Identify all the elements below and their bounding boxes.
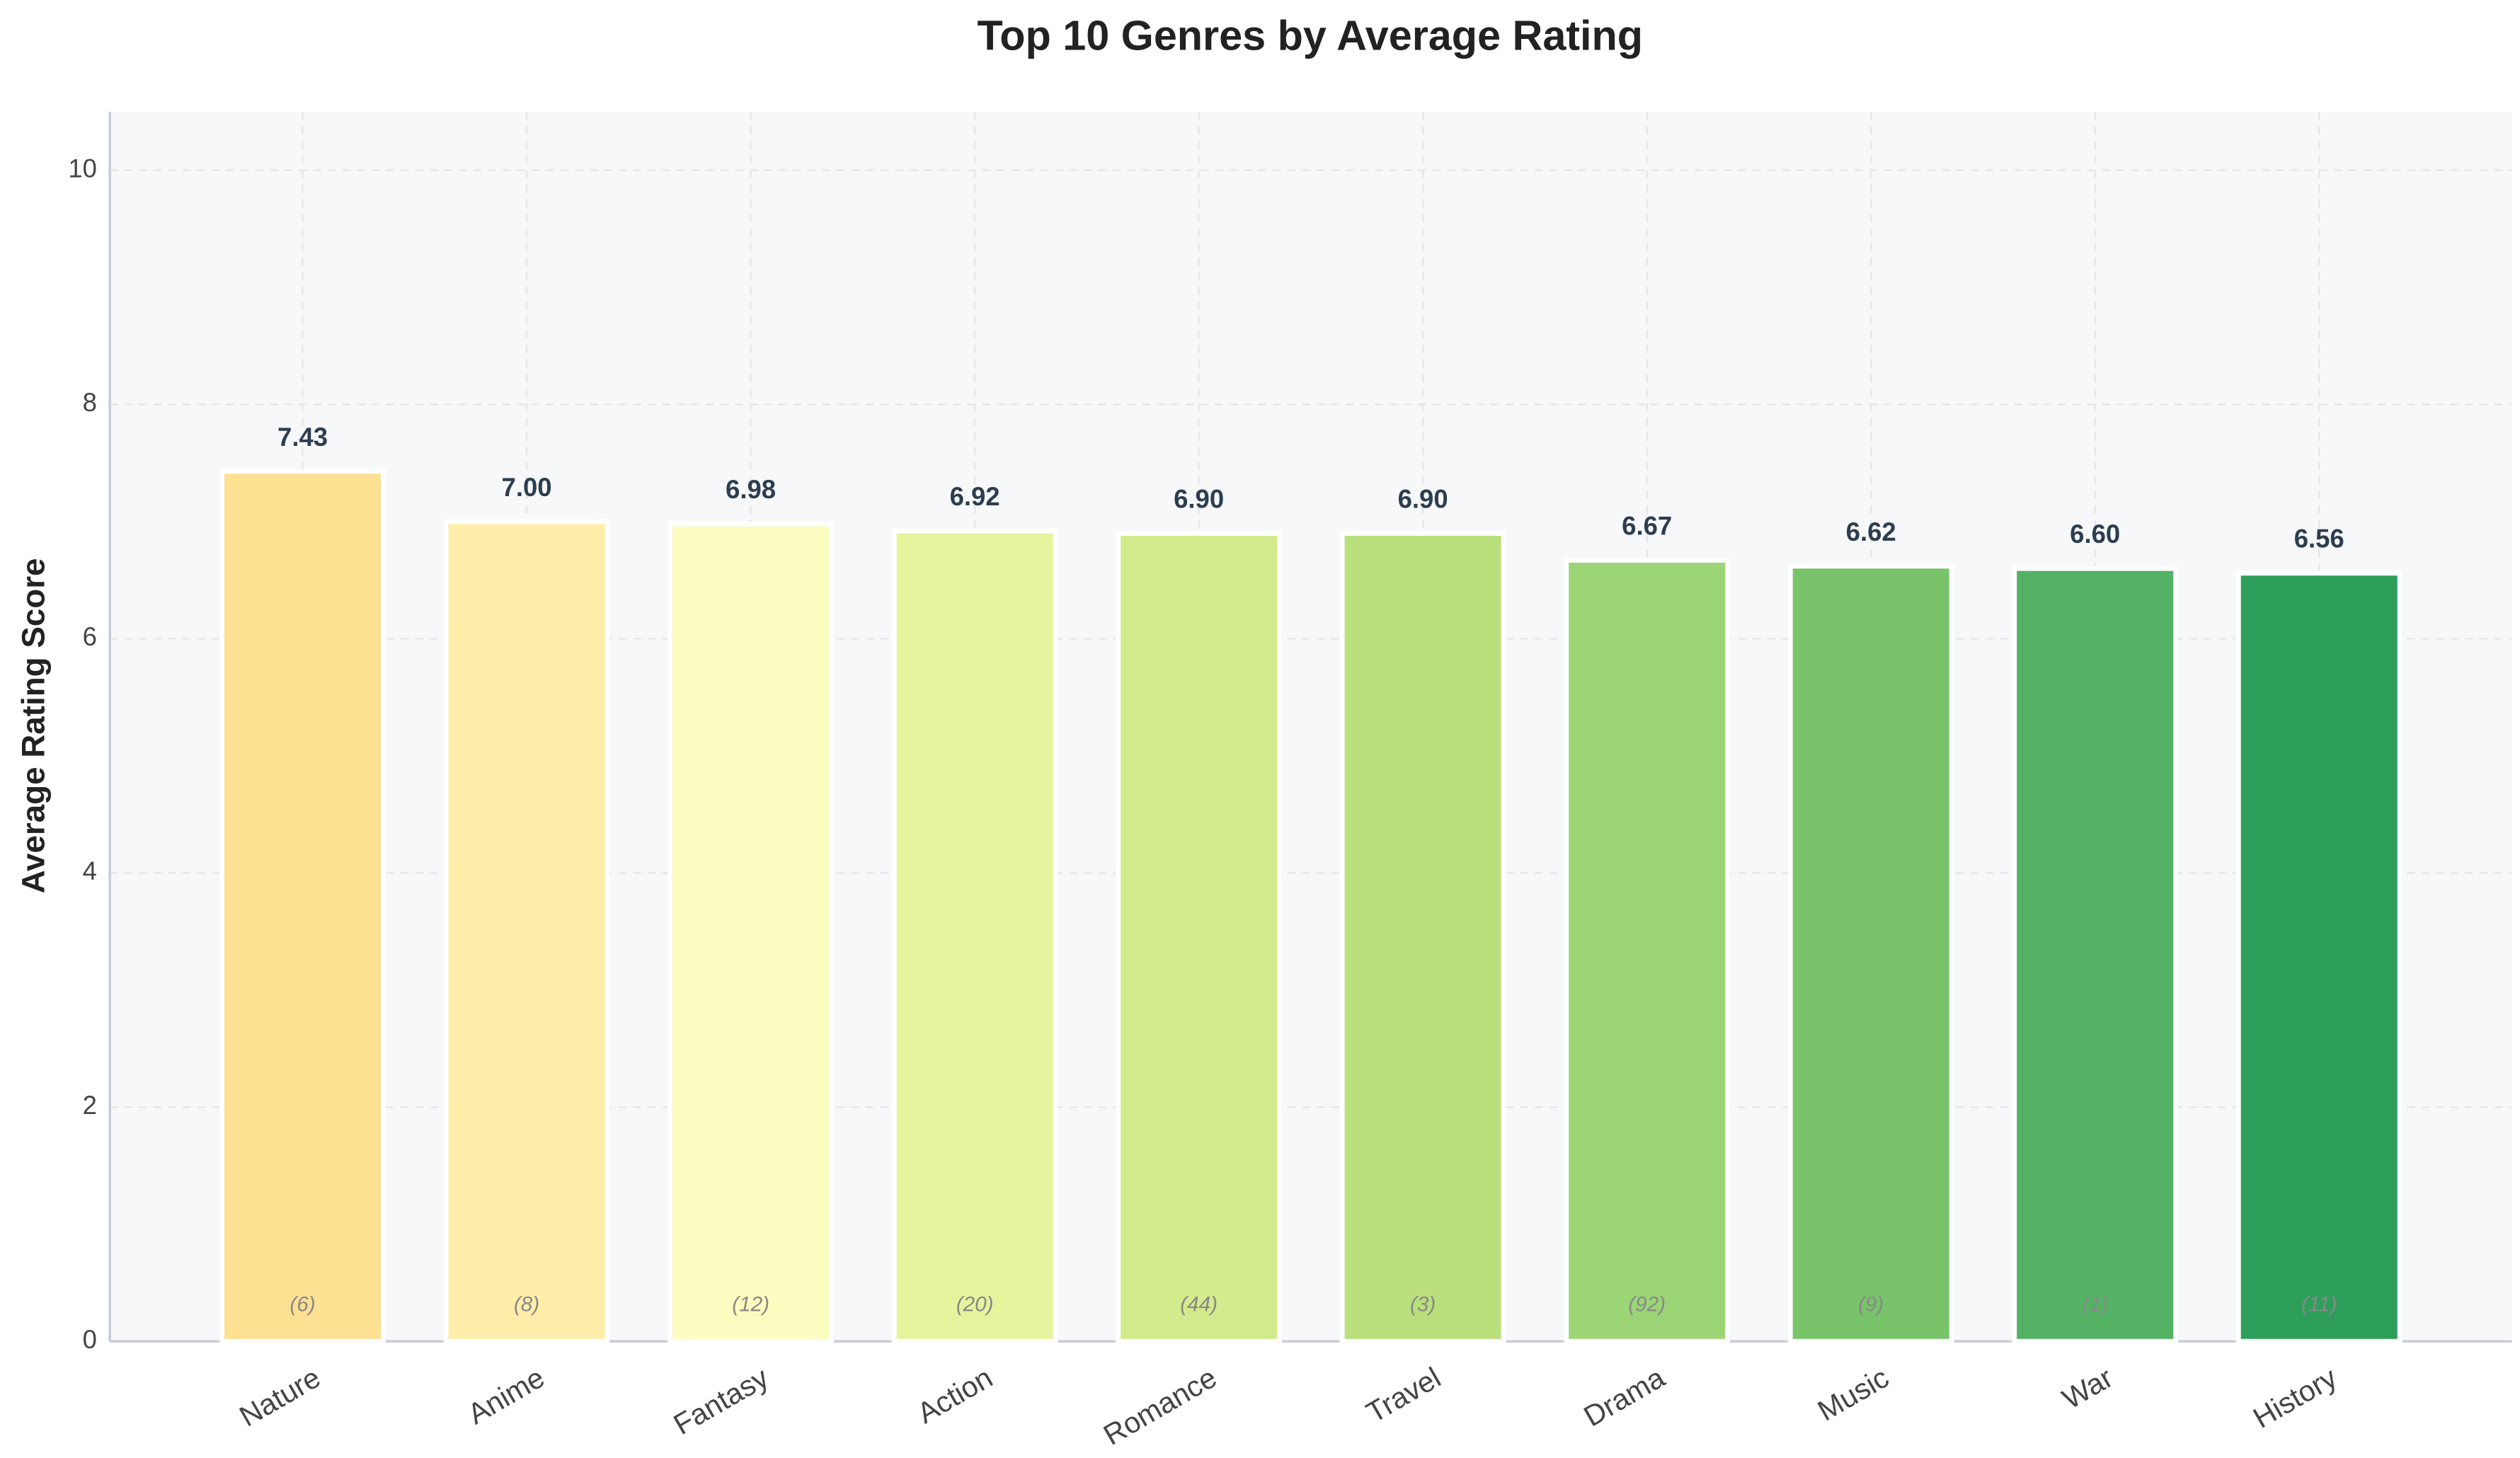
bar xyxy=(219,469,386,1344)
count-label: (44) xyxy=(1180,1293,1218,1316)
value-label: 6.90 xyxy=(1398,484,1448,513)
value-label: 6.60 xyxy=(2070,520,2120,549)
value-label: 6.56 xyxy=(2294,524,2344,553)
x-tick-label: History xyxy=(2247,1361,2342,1435)
value-label: 6.67 xyxy=(1622,511,1672,540)
x-tick-label: Drama xyxy=(1579,1361,1671,1433)
chart-title: Top 10 Genres by Average Rating xyxy=(977,12,1643,59)
count-label: (8) xyxy=(514,1293,539,1316)
y-axis-label: Average Rating Score xyxy=(15,558,51,894)
count-label: (1) xyxy=(2083,1293,2108,1316)
bar xyxy=(2012,566,2179,1344)
count-label: (12) xyxy=(732,1293,769,1316)
value-label: 6.92 xyxy=(950,482,1000,511)
y-tick-label: 2 xyxy=(83,1091,97,1120)
bar xyxy=(1787,563,1954,1344)
x-tick-label: Travel xyxy=(1361,1361,1445,1429)
x-tick-label: Music xyxy=(1812,1361,1894,1428)
y-tick-label: 10 xyxy=(68,154,97,183)
y-tick-label: 8 xyxy=(83,388,97,417)
count-label: (20) xyxy=(956,1293,994,1316)
bar xyxy=(1116,531,1282,1344)
value-label: 7.00 xyxy=(502,473,552,502)
count-label: (92) xyxy=(1628,1293,1666,1316)
bar xyxy=(2235,570,2402,1344)
y-tick-label: 6 xyxy=(83,622,97,651)
y-tick-label: 4 xyxy=(83,856,97,885)
value-label: 6.62 xyxy=(1846,517,1896,546)
count-label: (9) xyxy=(1858,1293,1884,1316)
count-label: (6) xyxy=(290,1293,315,1316)
bar xyxy=(891,528,1058,1344)
y-tick-label: 0 xyxy=(83,1325,97,1354)
x-tick-label: War xyxy=(2057,1361,2119,1416)
x-tick-label: Nature xyxy=(234,1361,326,1433)
value-label: 7.43 xyxy=(277,423,328,452)
x-tick-label: Fantasy xyxy=(668,1361,774,1441)
count-label: (11) xyxy=(2301,1293,2337,1316)
bar xyxy=(443,519,610,1344)
bar xyxy=(1339,531,1506,1344)
x-tick-label: Anime xyxy=(462,1361,550,1430)
value-label: 6.98 xyxy=(726,475,776,504)
count-label: (3) xyxy=(1410,1293,1436,1316)
x-tick-label: Romance xyxy=(1098,1361,1222,1452)
bar xyxy=(668,521,834,1344)
x-tick-label: Action xyxy=(912,1361,998,1430)
bar xyxy=(1564,558,1731,1344)
value-label: 6.90 xyxy=(1174,484,1224,513)
